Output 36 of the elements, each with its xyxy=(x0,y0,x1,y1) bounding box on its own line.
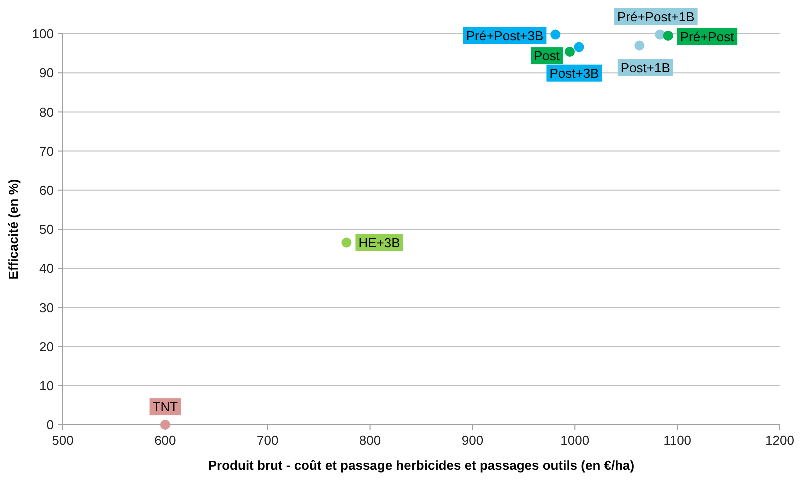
y-tick-label: 0 xyxy=(46,418,54,433)
x-tick-label: 1100 xyxy=(664,433,692,448)
series-label: Pré+Post xyxy=(680,30,735,45)
y-tick-label: 10 xyxy=(40,378,54,394)
x-axis-title: Produit brut - coût et passage herbicides et passages outils (en €/ha) xyxy=(208,458,635,473)
series-label: Post+3B xyxy=(550,66,600,81)
y-axis-title: Efficacité (en %) xyxy=(6,179,21,280)
y-tick-label: 50 xyxy=(40,222,54,238)
x-tick-label: 700 xyxy=(257,433,279,448)
point xyxy=(565,46,576,57)
series-label: Post+1B xyxy=(620,60,670,76)
point xyxy=(634,40,645,51)
x-tick-label: 1000 xyxy=(560,433,590,448)
y-tick-label: 30 xyxy=(40,300,54,316)
x-tick-label: 900 xyxy=(462,433,484,448)
y-tick-label: 60 xyxy=(40,182,54,198)
point xyxy=(342,238,352,248)
series-label: Pré+Post+1B xyxy=(617,9,695,24)
series-label: Pré+Post+3B xyxy=(466,28,544,44)
x-tick-label: 600 xyxy=(154,433,176,448)
x-tick-label: 800 xyxy=(359,433,382,448)
series-label: HE+3B xyxy=(358,235,400,250)
y-tick-label: 70 xyxy=(40,144,54,159)
y-tick-label: 90 xyxy=(40,66,54,81)
point xyxy=(160,420,170,430)
point xyxy=(574,42,584,52)
y-tick-label: 80 xyxy=(40,104,54,120)
series-label: TNT xyxy=(152,400,178,415)
x-tick-label: 500 xyxy=(52,433,74,448)
x-tick-label: 1200 xyxy=(766,433,794,448)
y-tick-label: 100 xyxy=(32,26,54,42)
series-label: Post xyxy=(534,48,560,64)
y-tick-label: 40 xyxy=(40,261,54,276)
point xyxy=(550,30,561,40)
y-tick-label: 20 xyxy=(40,339,54,354)
point xyxy=(663,30,674,41)
